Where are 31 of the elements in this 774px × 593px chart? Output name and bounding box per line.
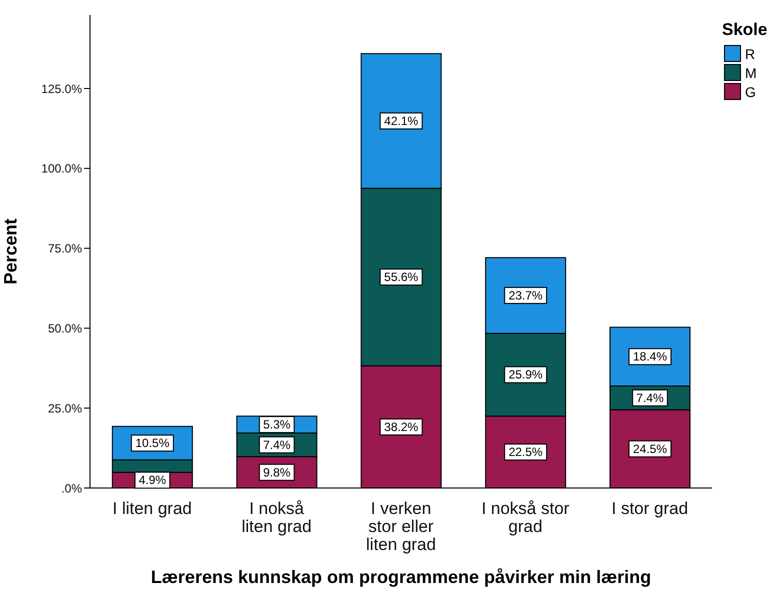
data-label: 18.4% bbox=[632, 350, 668, 364]
x-tick-label: I liten grad bbox=[112, 499, 192, 518]
data-label: 7.4% bbox=[636, 390, 664, 405]
data-label: 38.2% bbox=[384, 420, 419, 434]
x-tick-label: I nokså liten grad bbox=[242, 499, 312, 536]
y-tick-label: 100.0% bbox=[41, 162, 82, 176]
data-label: 4.9% bbox=[138, 473, 166, 488]
y-axis-title: Percent bbox=[0, 218, 20, 285]
legend-label: G bbox=[745, 84, 756, 100]
data-label: 42.1% bbox=[384, 114, 419, 128]
y-tick-label: 50.0% bbox=[48, 321, 82, 336]
x-tick-label: I verken stor eller liten grad bbox=[366, 499, 436, 554]
data-label: 7.4% bbox=[263, 438, 291, 452]
x-axis-title: Lærerens kunnskap om programmene påvirker min læring bbox=[150, 567, 652, 587]
legend-title: Skole bbox=[722, 20, 768, 40]
data-label: 24.5% bbox=[632, 442, 668, 456]
data-label: 23.7% bbox=[508, 288, 543, 302]
legend-label: R bbox=[745, 46, 756, 62]
x-tick-label: I stor grad bbox=[612, 499, 688, 518]
data-label: 22.5% bbox=[508, 445, 543, 460]
y-tick-label: .0% bbox=[61, 481, 82, 496]
y-tick-label: 125.0% bbox=[41, 82, 82, 96]
y-tick-label: 75.0% bbox=[48, 242, 82, 256]
data-label: 9.8% bbox=[263, 465, 291, 480]
x-tick-label: I nokså stor grad bbox=[481, 499, 570, 536]
y-tick-label: 25.0% bbox=[48, 401, 82, 416]
data-label: 55.6% bbox=[384, 270, 419, 284]
data-label: 5.3% bbox=[263, 418, 291, 432]
data-label: 25.9% bbox=[508, 368, 543, 382]
data-label: 10.5% bbox=[135, 436, 170, 450]
legend-label: M bbox=[745, 64, 757, 80]
